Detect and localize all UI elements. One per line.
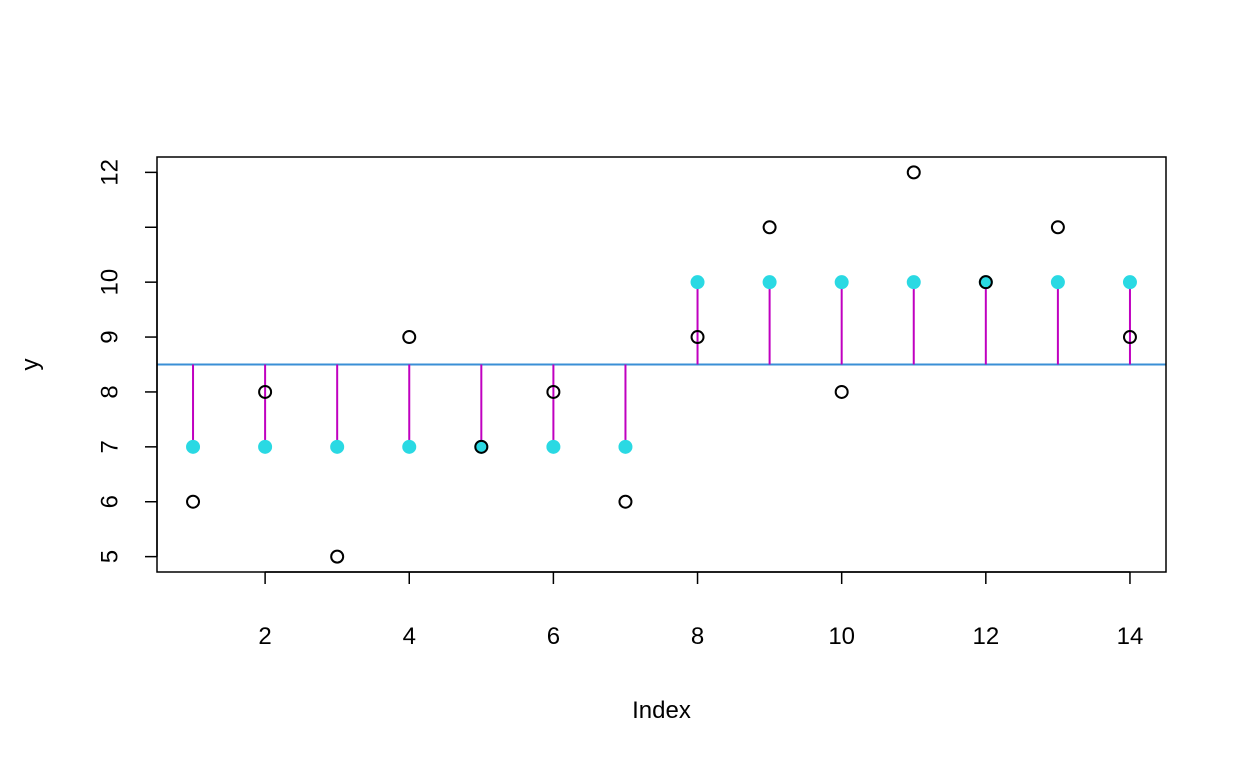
- observed-point: [834, 384, 849, 399]
- data-points: [186, 165, 1137, 564]
- mean-point: [186, 439, 201, 454]
- mean-point: [402, 439, 417, 454]
- observed-point: [258, 384, 273, 399]
- y-tick-label: 9: [96, 330, 123, 343]
- y-axis-title: y: [17, 359, 44, 371]
- observed-point: [330, 549, 345, 564]
- x-tick-label: 12: [972, 623, 999, 650]
- x-tick-label: 8: [691, 623, 704, 650]
- y-tick-label: 10: [96, 269, 123, 296]
- axes: 2 4 6 8 10 12 14 5 6 7 8 9 10 12: [96, 159, 1143, 650]
- observed-point: [1122, 330, 1137, 345]
- observed-point: [978, 275, 993, 290]
- observed-point: [546, 384, 561, 399]
- mean-point: [1050, 275, 1065, 290]
- y-tick-label: 7: [96, 440, 123, 453]
- mean-point: [690, 275, 705, 290]
- observed-point: [690, 330, 705, 345]
- y-tick-label: 6: [96, 495, 123, 508]
- mean-point: [546, 439, 561, 454]
- observed-point: [1050, 220, 1065, 235]
- x-tick-label: 6: [547, 623, 560, 650]
- observed-point: [762, 220, 777, 235]
- x-axis-title: Index: [632, 697, 691, 724]
- mean-point: [762, 275, 777, 290]
- observed-point: [474, 439, 489, 454]
- x-tick-label: 2: [258, 623, 271, 650]
- mean-point: [834, 275, 849, 290]
- mean-point: [906, 275, 921, 290]
- plot-frame: [156, 156, 1167, 573]
- x-tick-label: 4: [403, 623, 416, 650]
- y-tick-label: 12: [96, 159, 123, 186]
- y-tick-label: 8: [96, 385, 123, 398]
- observed-point: [618, 494, 633, 509]
- x-tick-label: 10: [828, 623, 855, 650]
- observed-point: [402, 330, 417, 345]
- mean-point: [258, 439, 273, 454]
- reference-segments: [157, 282, 1166, 447]
- x-tick-label: 14: [1117, 623, 1144, 650]
- mean-point: [330, 439, 345, 454]
- mean-point: [618, 439, 633, 454]
- observed-point: [906, 165, 921, 180]
- mean-point: [1122, 275, 1137, 290]
- observed-point: [186, 494, 201, 509]
- y-tick-label: 5: [96, 550, 123, 563]
